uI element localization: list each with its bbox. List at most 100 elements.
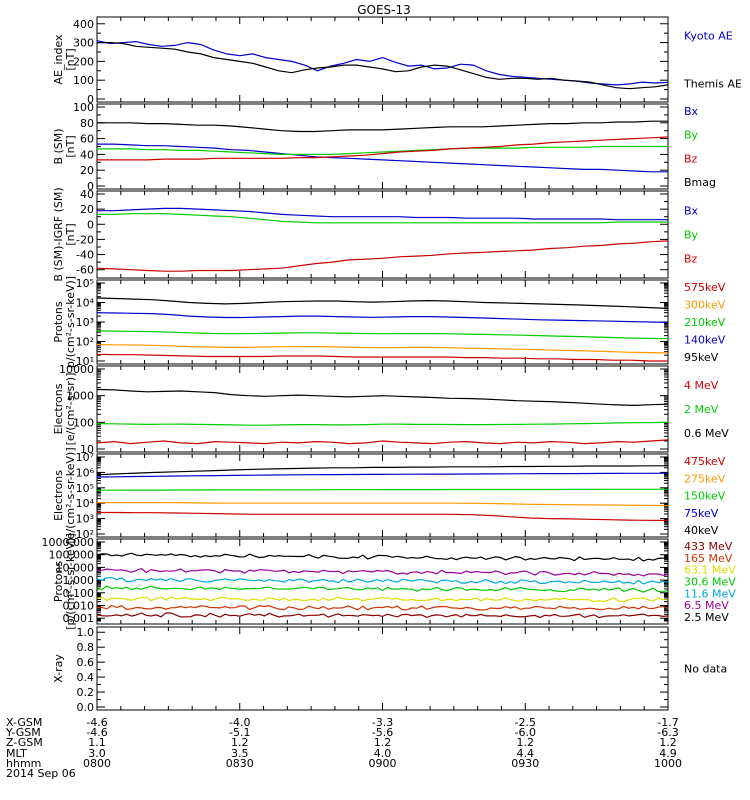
ephemeris-value: -4.0 [229,716,250,729]
y-axis-label: Electrons [52,383,65,434]
ephemeris-value: 4.4 [517,747,535,760]
y-tick-label: 10⁶ [76,466,95,479]
y-tick-label: 0 [87,93,94,106]
series-line-0 [97,207,668,221]
y-tick-label: 10⁴ [76,497,95,510]
ephemeris-value: 0800 [83,757,111,770]
y-tick-label: 400 [73,18,94,31]
panel-electrons1: 10 100 1000 10000 Electrons [e/(cm²-s-sr)] 4 M… [52,363,729,456]
y-tick-label: 1.0 [77,626,95,639]
series-line-2 [96,439,669,445]
y-axis-label: B (SM) [52,128,65,164]
y-axis-unit: [nT] [64,135,77,157]
legend-entry: 300keV [684,299,726,312]
ephemeris-row-label: Y-GSM [5,726,41,739]
y-axis-label: Electrons [52,470,65,521]
y-tick-label: 0.0 [77,701,95,714]
series-line-0 [97,143,668,173]
y-tick-label: 10⁴ [76,297,95,310]
ephemeris-row-label: X-GSM [6,716,42,729]
y-tick-label: 0.010 [63,599,95,612]
y-tick-label: 10⁵ [76,277,94,290]
y-tick-label: 60 [80,133,94,146]
panel-xray: 0.0 0.2 0.4 0.6 0.8 1.0 X-ray No data [52,626,727,714]
panel-bigrf: -60 -40 -20 0 20 40 B (SM)-IGRF (SM) [nT] Bx By Bz [52,187,699,281]
ephemeris-table: X-GSMY-GSMZ-GSMMLThhmm-4.6-4.61.13.00800… [5,716,682,780]
panel-protons2: 0.0010.0100.1001.00010.000100.0001000.00… [42,533,737,630]
ephemeris-value: 4.9 [659,747,677,760]
series-line-1 [97,145,668,155]
ephemeris-value: -2.5 [515,716,536,729]
series-line-4 [96,596,669,603]
ephemeris-value: -6.0 [515,726,536,739]
panel-ae: 0 100 200 300 400 AE_index [nT] Kyoto AE Themis … [52,16,742,106]
ephemeris-value: -5.6 [372,726,393,739]
series-line-1 [96,312,669,323]
y-tick-label: 100.000 [49,549,95,562]
ephemeris-value: 3.5 [231,747,249,760]
series-line-0 [96,388,669,407]
y-tick-label: -40 [76,249,94,262]
y-axis-unit: [nT] [64,223,77,245]
ephemeris-value: -6.3 [657,726,678,739]
legend-entry: 433 MeV [684,540,733,553]
panel-bsm: 0 20 40 60 80 100 B (SM) [nT] Bx By Bz Bmag [52,101,716,193]
ephemeris-value: 3.0 [88,747,106,760]
y-tick-label: 0.6 [77,656,95,669]
y-axis-unit: [e/(cm²-s-sr)] [64,373,77,446]
legend-entry: 150keV [684,490,726,503]
ephemeris-row-label: MLT [6,747,27,760]
y-tick-label: 1.000 [63,574,95,587]
y-tick-label: 100 [73,101,94,114]
y-tick-label: 40 [80,148,94,161]
y-tick-label: 10 [80,443,94,456]
legend-entry: Bx [684,205,699,218]
panel-electrons2: 10² 10³ 10⁴ 10⁵ 10⁶ 10⁷ Electrons [e/(cm²-s-sr-… [52,447,726,543]
legend-entry: Bz [684,152,698,165]
date-label: 2014 Sep 06 [6,767,76,780]
y-axis-unit: p/(cm²-s-sr-keV)] [64,276,77,368]
y-tick-label: 200 [73,55,94,68]
legend-entry: Themis AE [683,78,742,91]
series-line-0 [96,40,669,86]
series-line-5 [96,604,669,611]
legend-entry: 4 MeV [684,379,719,392]
y-tick-label: 100 [73,416,94,429]
ephemeris-value: -1.7 [657,716,678,729]
y-tick-label: 0.4 [77,671,95,684]
y-tick-label: 10000 [59,363,94,376]
y-tick-label: 40 [80,188,94,201]
ephemeris-value: 4.0 [374,747,392,760]
legend-entry: 475keV [684,455,726,468]
series-line-1 [96,567,669,577]
y-tick-label: 20 [80,203,94,216]
ephemeris-value: 1.2 [231,736,249,749]
y-tick-label: 1000.000 [42,536,95,549]
legend-entry: 140keV [684,334,726,347]
panel-frame [96,365,669,453]
legend-entry: 2 MeV [684,403,719,416]
series-line-1 [97,42,669,90]
series-line-0 [96,297,669,309]
series-line-3 [96,585,669,593]
legend-entry: 40keV [684,524,719,537]
y-tick-label: 1000 [66,390,94,403]
y-axis-label: Protons [52,561,65,602]
y-tick-label: 10³ [76,513,94,526]
y-tick-label: 0.001 [63,612,95,625]
y-tick-label: 0.8 [77,641,95,654]
ephemeris-value: 1.1 [88,736,106,749]
ephemeris-row-label: hhmm [6,757,41,770]
ephemeris-value: 0930 [511,757,539,770]
legend-entry: Kyoto AE [684,30,733,43]
series-line-2 [96,240,669,272]
y-tick-label: 100 [73,74,94,87]
legend-entry: 11.6 MeV [684,587,736,600]
legend-entry: 2.5 MeV [684,611,729,624]
ephemeris-value: 0830 [226,757,254,770]
y-tick-label: 0.2 [77,686,95,699]
panel-frame [96,190,669,279]
series-line-1 [96,472,669,478]
series-line-3 [97,502,669,507]
